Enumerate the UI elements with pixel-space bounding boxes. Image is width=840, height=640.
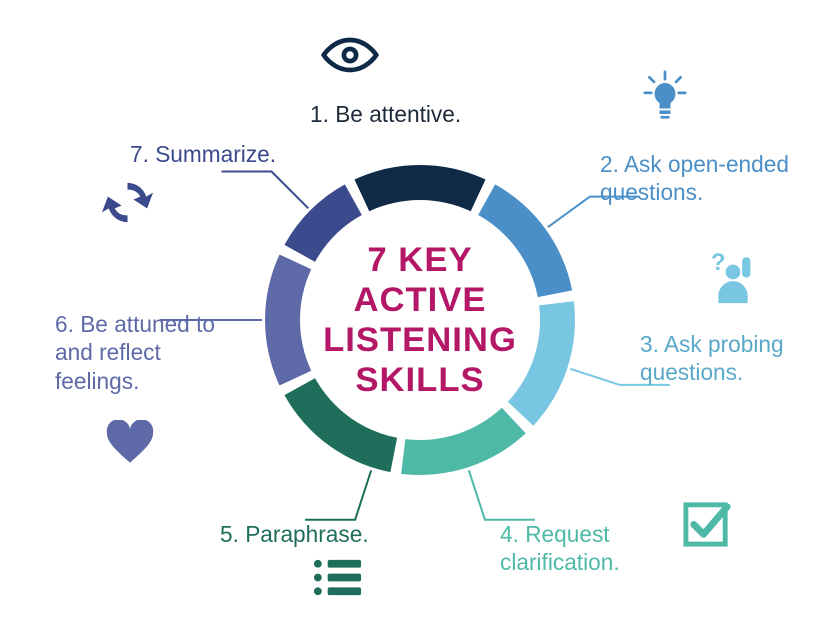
ring-arc-4	[401, 408, 526, 475]
list-icon	[310, 555, 365, 600]
segment-label-6: 6. Be attuned to and reflect feelings.	[55, 310, 230, 395]
ring-arc-3	[508, 301, 575, 426]
segment-label-3: 3. Ask probing questions.	[640, 330, 820, 387]
center-line-2: ACTIVE	[323, 280, 517, 320]
eye-icon	[320, 35, 380, 75]
svg-text:?: ?	[711, 250, 726, 276]
center-line-4: SKILLS	[323, 360, 517, 400]
center-line-1: 7 KEY	[323, 240, 517, 280]
infographic-stage: 7 KEY ACTIVE LISTENING SKILLS 1. Be atte…	[0, 0, 840, 640]
segment-label-7: 7. Summarize.	[130, 140, 300, 168]
segment-label-4: 4. Request clarification.	[500, 520, 670, 577]
heart-icon	[105, 420, 155, 465]
segment-label-5: 5. Paraphrase.	[220, 520, 380, 548]
checkbox-icon	[680, 495, 735, 550]
lightbulb-icon	[640, 70, 690, 125]
center-title: 7 KEY ACTIVE LISTENING SKILLS	[323, 240, 517, 400]
leader-line-5	[305, 470, 371, 519]
question-person-icon: ?	[700, 250, 755, 305]
center-line-3: LISTENING	[323, 320, 517, 360]
leader-line-7	[222, 172, 309, 209]
ring-arc-6	[265, 254, 311, 385]
ring-arc-1	[354, 165, 485, 211]
segment-label-2: 2. Ask open-ended questions.	[600, 150, 820, 207]
refresh-icon	[100, 175, 155, 230]
segment-label-1: 1. Be attentive.	[310, 100, 530, 128]
leader-line-4	[469, 470, 535, 519]
